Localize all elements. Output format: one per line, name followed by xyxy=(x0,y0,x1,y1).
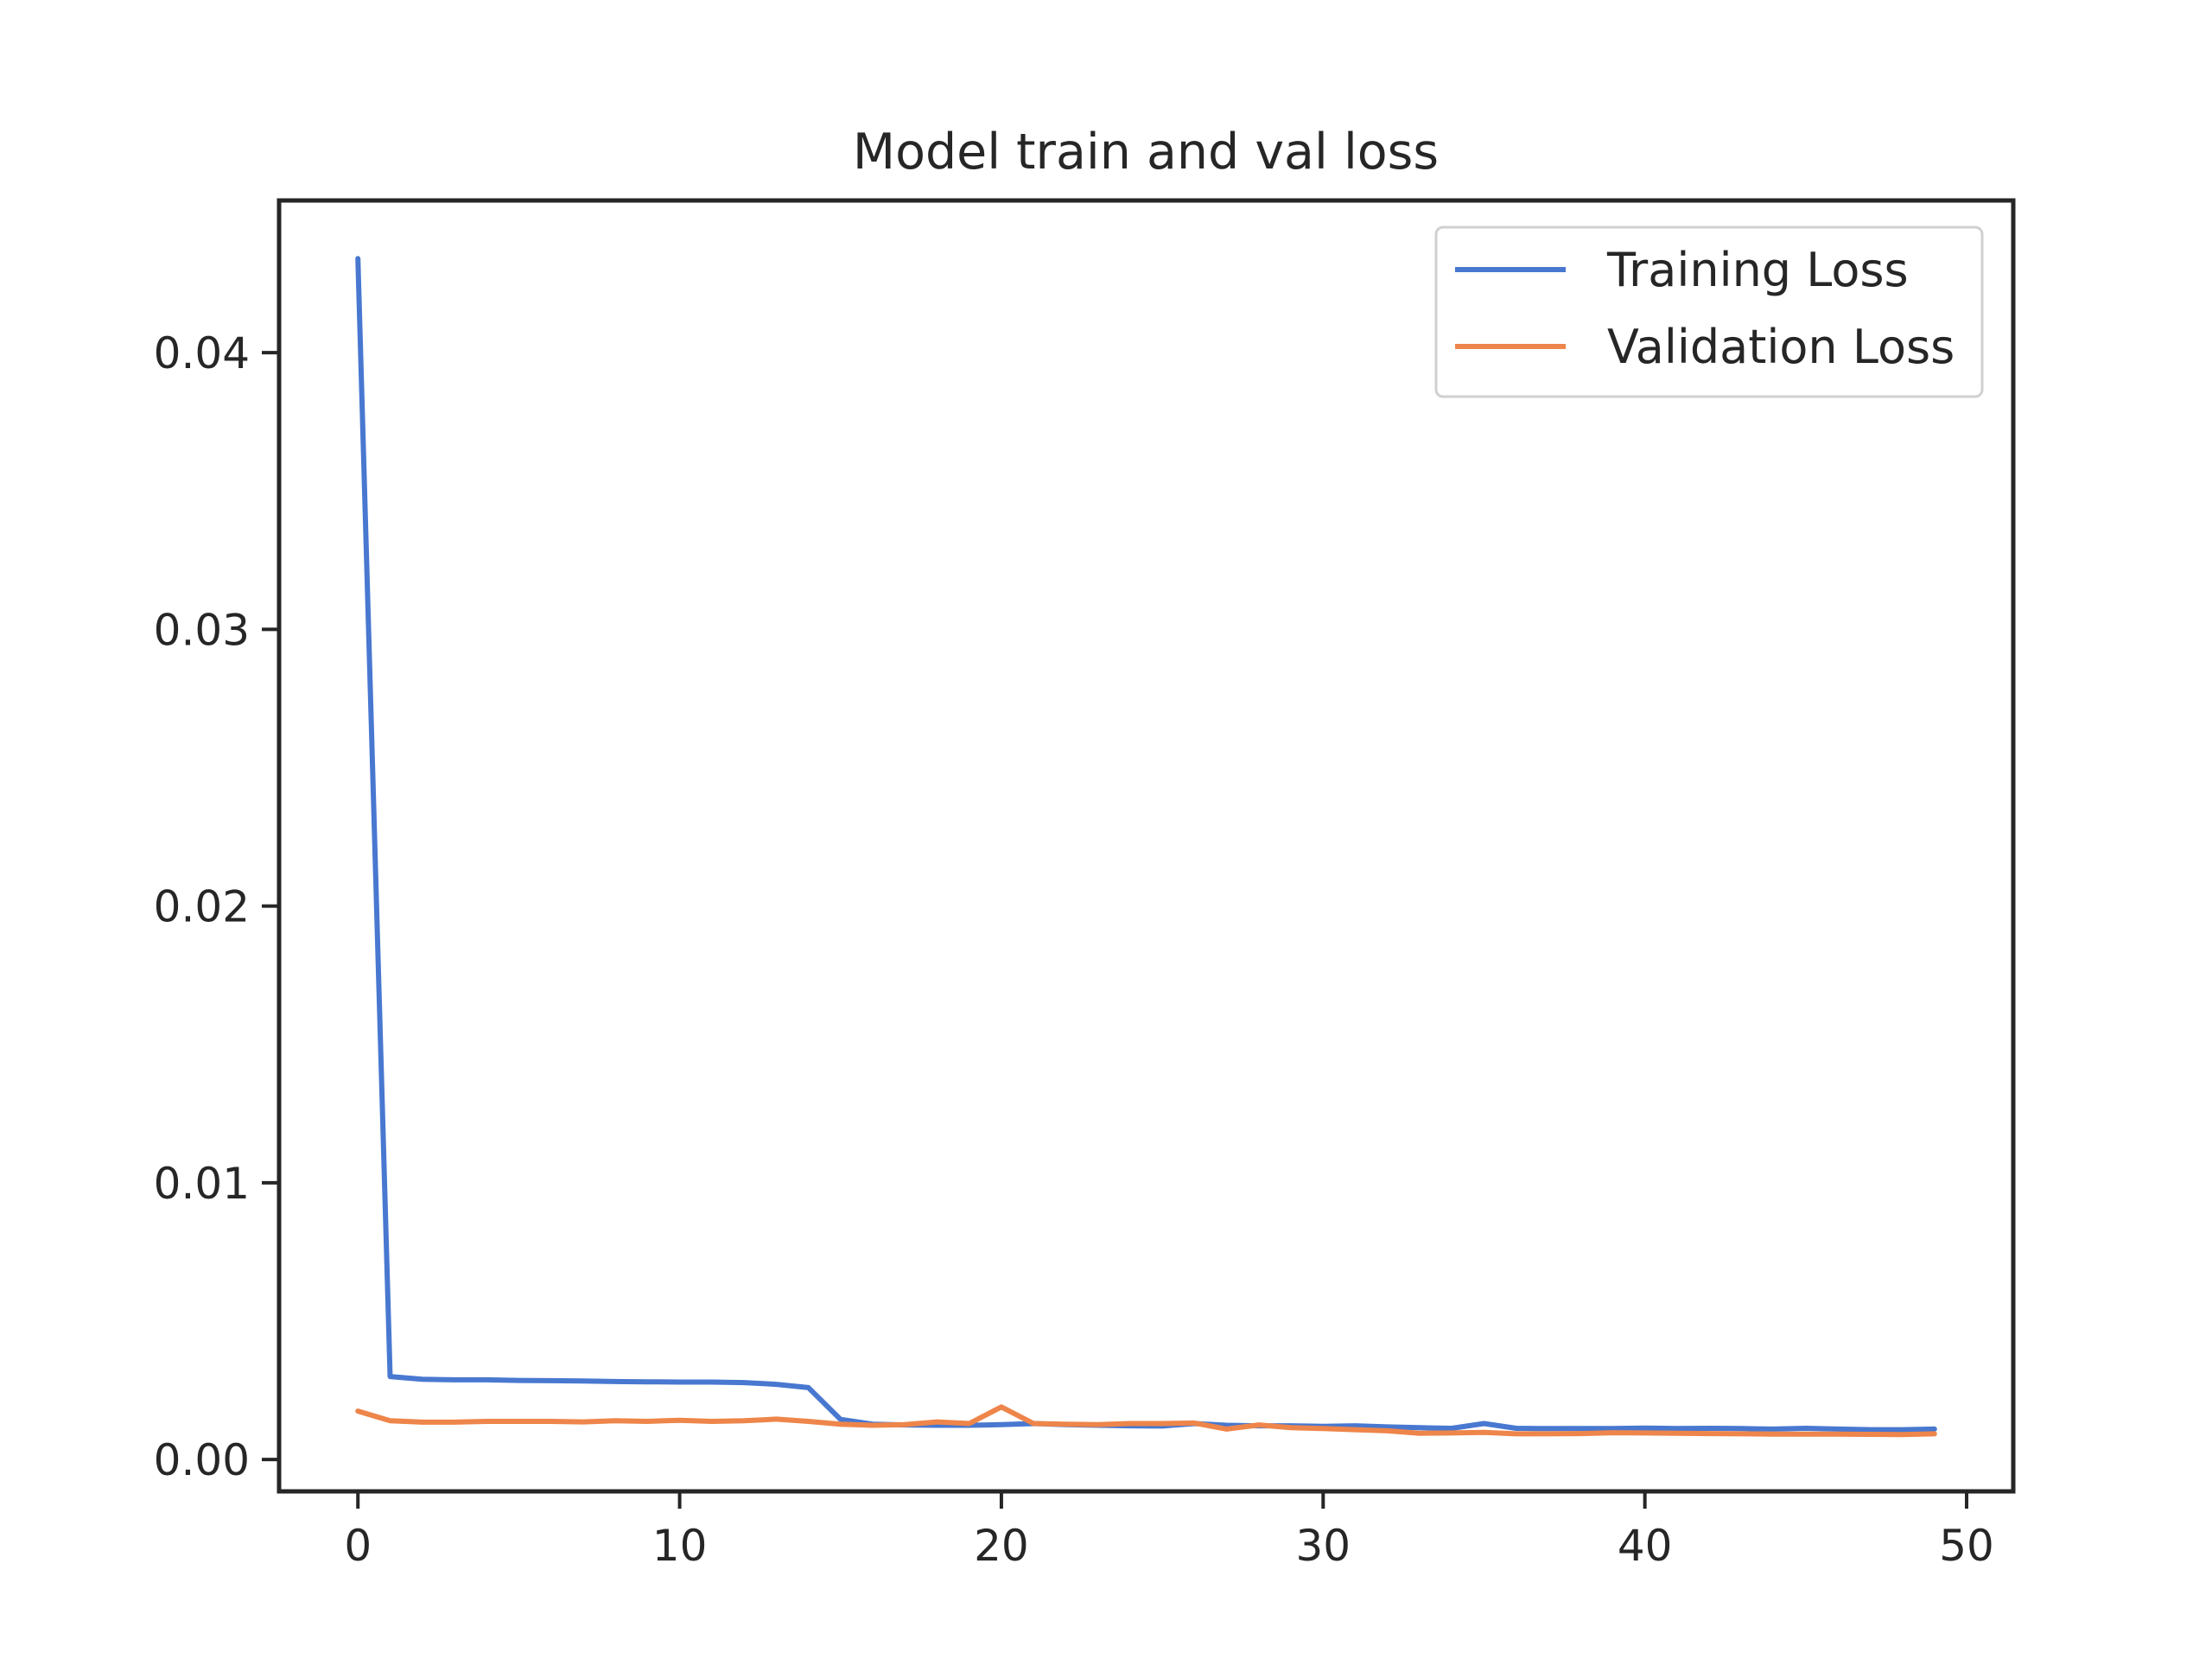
legend-box xyxy=(1434,226,1984,398)
legend: Training Loss Validation Loss xyxy=(1434,226,1984,398)
chart-title: Model train and val loss xyxy=(853,124,1439,181)
y-axis: 0.00 0.01 0.02 0.03 0.04 xyxy=(154,328,279,1485)
x-tick-label: 30 xyxy=(1295,1521,1351,1571)
y-tick-label: 0.01 xyxy=(154,1159,250,1209)
x-tick-label: 20 xyxy=(974,1521,1029,1571)
legend-label-training-loss: Training Loss xyxy=(1606,243,1909,297)
series-layer xyxy=(355,256,1937,1438)
y-tick-label: 0.00 xyxy=(154,1435,250,1485)
y-tick-label: 0.04 xyxy=(154,328,250,378)
legend-label-validation-loss: Validation Loss xyxy=(1607,320,1955,374)
x-axis: 0 10 20 30 40 50 xyxy=(344,1491,1994,1571)
x-tick-label: 10 xyxy=(652,1521,708,1571)
y-tick-label: 0.03 xyxy=(154,605,250,655)
series-line-training-loss xyxy=(355,256,1937,1433)
x-tick-label: 0 xyxy=(344,1521,372,1571)
y-tick-label: 0.02 xyxy=(154,882,250,932)
x-tick-label: 50 xyxy=(1939,1521,1994,1571)
series-line-validation-loss xyxy=(355,1404,1937,1438)
x-tick-label: 40 xyxy=(1618,1521,1673,1571)
plot-frame xyxy=(276,198,2016,1494)
